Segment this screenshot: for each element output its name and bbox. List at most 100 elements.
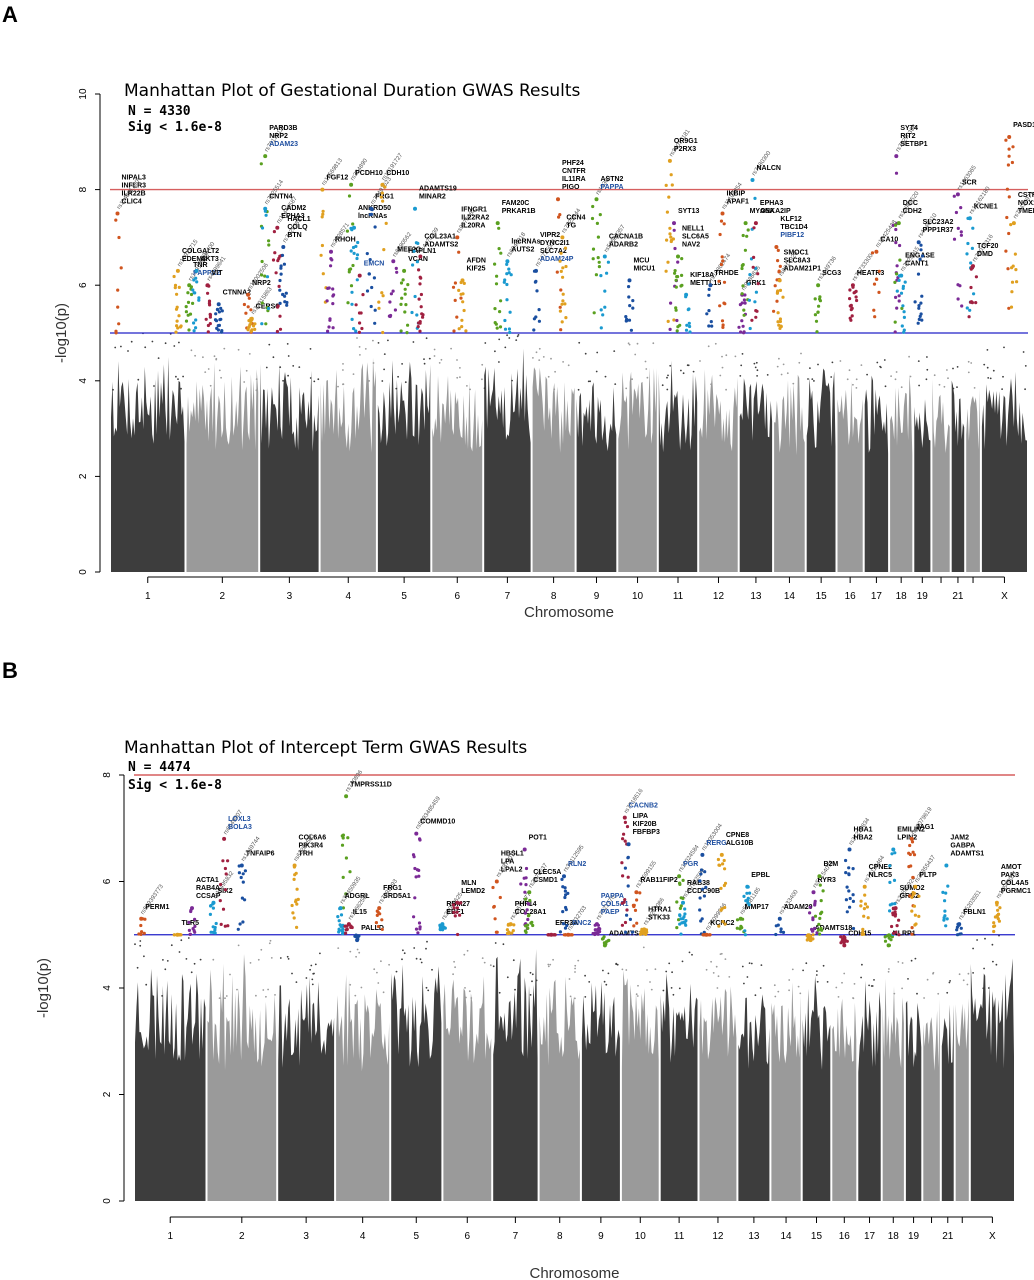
chrom-X-cloud bbox=[981, 371, 1027, 572]
snp-id-label: rs7133400 bbox=[779, 889, 801, 916]
gene-label: IL20RA bbox=[461, 222, 485, 229]
peak-point bbox=[184, 305, 188, 309]
chrom-20-cloud bbox=[932, 379, 950, 572]
snp-point bbox=[287, 958, 290, 960]
snp-point bbox=[916, 992, 918, 995]
peak-point bbox=[399, 329, 403, 333]
snp-point bbox=[956, 366, 959, 368]
peak-point bbox=[861, 932, 866, 936]
snp-point bbox=[973, 387, 976, 389]
snp-point bbox=[311, 978, 314, 981]
peak-point bbox=[345, 927, 349, 932]
gene-label: CNTFR bbox=[562, 168, 586, 175]
snp-point bbox=[811, 378, 814, 380]
gene-label: CDH10 bbox=[386, 170, 409, 177]
snp-point bbox=[180, 387, 182, 390]
gene-label: SETBP1 bbox=[900, 141, 927, 148]
peak-point bbox=[561, 922, 566, 926]
lead-snp-point bbox=[527, 890, 532, 895]
peak-point bbox=[688, 324, 692, 329]
snp-point bbox=[199, 958, 202, 961]
snp-point bbox=[358, 951, 361, 954]
snp-point bbox=[360, 986, 363, 989]
snp-point bbox=[791, 968, 794, 971]
peak-point bbox=[381, 294, 385, 298]
gene-label: EMILIN2 bbox=[897, 827, 925, 834]
peak-point bbox=[679, 904, 683, 908]
peak-point bbox=[599, 308, 603, 312]
gene-label: MICU1 bbox=[633, 265, 655, 272]
peak-point bbox=[528, 898, 532, 903]
snp-point bbox=[984, 937, 986, 940]
snp-point bbox=[356, 948, 359, 951]
chrom-X-cloud bbox=[970, 958, 1014, 1201]
peak-point bbox=[685, 323, 689, 327]
peak-point bbox=[321, 209, 325, 213]
snp-id-label: rs34112595 bbox=[563, 844, 586, 874]
peak-point bbox=[462, 308, 466, 313]
peak-point bbox=[705, 312, 709, 316]
chrom-6-cloud bbox=[443, 976, 492, 1201]
lead-snp-point bbox=[684, 292, 689, 297]
snp-point bbox=[644, 360, 647, 363]
peak-point bbox=[295, 902, 299, 906]
peak-point bbox=[499, 251, 503, 255]
gene-label: PAPPA bbox=[600, 184, 623, 191]
peak-point bbox=[891, 931, 896, 936]
gene-label: KIF18A bbox=[690, 272, 714, 279]
peak-point bbox=[274, 271, 278, 275]
peak-point bbox=[678, 922, 682, 926]
peak-point bbox=[191, 301, 195, 305]
snp-point bbox=[465, 996, 467, 999]
lead-snp-point bbox=[720, 211, 725, 216]
snp-point bbox=[538, 359, 541, 361]
snp-point bbox=[746, 976, 749, 978]
peak-point bbox=[848, 297, 852, 301]
peak-point bbox=[668, 232, 672, 236]
peak-point bbox=[1006, 163, 1011, 167]
peak-point bbox=[264, 322, 268, 326]
gene-label: COL28A1 bbox=[515, 909, 547, 916]
gene-label: GABPA bbox=[950, 843, 975, 850]
x-tick-label: 18 bbox=[896, 591, 908, 602]
peak-point bbox=[673, 269, 677, 273]
peak-point bbox=[208, 303, 212, 307]
peak-point bbox=[557, 215, 561, 219]
gene-label: SCR bbox=[962, 179, 977, 186]
peak-point bbox=[339, 913, 344, 917]
snp-point bbox=[946, 369, 948, 371]
gene-label: OR9G1 bbox=[674, 138, 698, 145]
chrom-10-cloud bbox=[618, 367, 657, 572]
peak-point bbox=[344, 856, 348, 860]
peak-point bbox=[630, 930, 635, 934]
snp-point bbox=[750, 962, 753, 965]
peak-point bbox=[243, 869, 247, 873]
snp-point bbox=[589, 380, 591, 383]
lead-snp-point bbox=[642, 927, 647, 932]
peak-point bbox=[278, 314, 282, 318]
snp-point bbox=[866, 373, 868, 376]
gene-label: COLGALT2 bbox=[182, 248, 219, 255]
peak-point bbox=[840, 939, 844, 943]
snp-point bbox=[788, 989, 790, 992]
gene-label: PHF24 bbox=[562, 160, 584, 167]
lead-snp-point bbox=[1007, 135, 1012, 139]
peak-point bbox=[464, 329, 468, 333]
peak-point bbox=[596, 256, 600, 260]
peak-point bbox=[175, 319, 179, 323]
peak-point bbox=[176, 326, 180, 330]
lead-snp-point bbox=[216, 302, 221, 307]
peak-point bbox=[917, 894, 921, 898]
peak-point bbox=[913, 300, 917, 304]
snp-id-label: rs10191727 bbox=[381, 152, 404, 182]
peak-point bbox=[635, 921, 639, 925]
x-tick-label: X bbox=[1001, 591, 1008, 602]
chrom-2-cloud bbox=[186, 362, 259, 572]
snp-point bbox=[967, 371, 970, 374]
peak-point bbox=[415, 313, 419, 317]
peak-point bbox=[623, 898, 627, 902]
snp-point bbox=[646, 969, 648, 971]
peak-point bbox=[819, 926, 823, 931]
peak-point bbox=[561, 885, 565, 889]
x-tick-label: 7 bbox=[505, 591, 511, 602]
